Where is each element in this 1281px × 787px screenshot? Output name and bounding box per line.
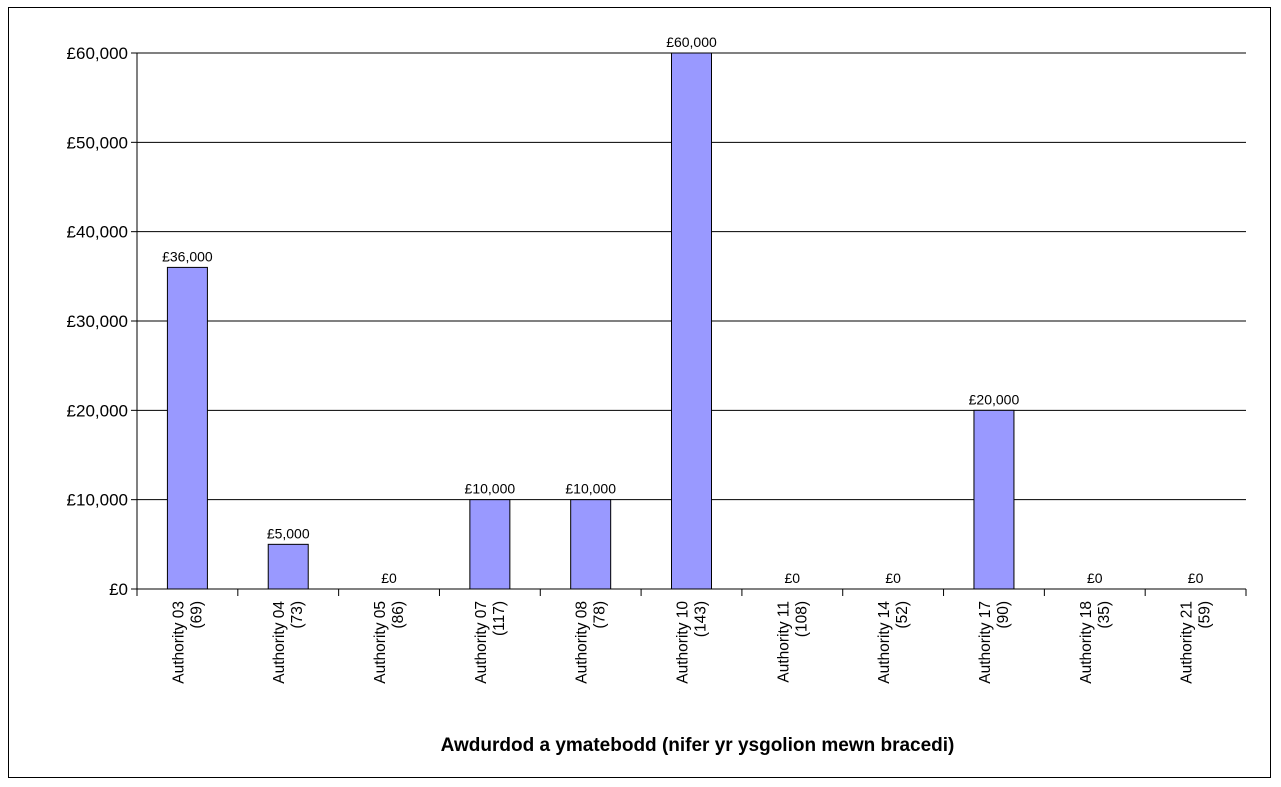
data-label: £36,000 bbox=[162, 248, 213, 264]
x-tick-label: Authority 10(143) bbox=[675, 601, 710, 684]
x-axis-title: Awdurdod a ymatebodd (nifer yr ysgolion … bbox=[441, 735, 955, 756]
y-tick-label: £30,000 bbox=[67, 312, 128, 331]
chart-frame: £0 £10,000 £20,000 £30,000 £40,000 £50,000 £60… bbox=[8, 7, 1271, 778]
x-tick-label-line: Authority 18 bbox=[1078, 601, 1095, 684]
data-label: £0 bbox=[1188, 570, 1204, 586]
x-tick-label-line: (78) bbox=[592, 601, 609, 629]
x-tick-label: Authority 04(73) bbox=[271, 601, 306, 684]
x-tick-label-line: Authority 17 bbox=[977, 601, 994, 684]
x-tick-label-line: Authority 14 bbox=[876, 601, 893, 684]
data-label: £10,000 bbox=[565, 481, 616, 497]
data-label: £20,000 bbox=[969, 391, 1020, 407]
bar bbox=[973, 409, 1015, 590]
data-labels: £36,000 £5,000 £0 £10,000 £10,000 £60,000 £0 £0… bbox=[162, 34, 1203, 586]
y-tick-labels: £0 £10,000 £20,000 £30,000 £40,000 £50,000 £60… bbox=[67, 44, 128, 599]
x-tick-label-line: (52) bbox=[894, 601, 911, 629]
x-tick-label: Authority 17(90) bbox=[977, 601, 1012, 684]
x-tick-labels: Authority 03(69) Authority 04(73) Authorit… bbox=[170, 601, 1213, 684]
x-tick-label: Authority 14(52) bbox=[876, 601, 911, 684]
x-tick-label-line: (117) bbox=[491, 601, 508, 636]
data-label: £5,000 bbox=[267, 525, 310, 541]
y-tick-label: £10,000 bbox=[67, 491, 128, 510]
y-tick-label: £20,000 bbox=[67, 401, 128, 420]
x-tick-label-line: (35) bbox=[1096, 601, 1113, 629]
bar bbox=[166, 266, 208, 590]
x-tick-label: Authority 21(59) bbox=[1179, 601, 1214, 684]
x-tick-label-line: (69) bbox=[188, 601, 205, 629]
data-label: £10,000 bbox=[465, 481, 516, 497]
bar bbox=[469, 499, 511, 590]
x-tick-label: Authority 18(35) bbox=[1078, 601, 1113, 684]
axes bbox=[131, 52, 1247, 596]
x-tick-label-line: (86) bbox=[390, 601, 407, 629]
data-label: £0 bbox=[381, 570, 397, 586]
bar bbox=[671, 52, 712, 590]
x-tick-label-line: Authority 08 bbox=[574, 601, 591, 684]
y-tick-label: £40,000 bbox=[67, 223, 128, 242]
x-tick-label-line: (59) bbox=[1197, 601, 1214, 629]
y-tick-label: £50,000 bbox=[67, 133, 128, 152]
x-tick-label: Authority 07(117) bbox=[473, 601, 508, 684]
bar-chart: £0 £10,000 £20,000 £30,000 £40,000 £50,000 £60… bbox=[67, 34, 1247, 756]
x-tick-label: Authority 11(108) bbox=[775, 601, 810, 683]
data-label: £0 bbox=[1087, 570, 1103, 586]
x-tick-label: Authority 05(86) bbox=[372, 601, 407, 684]
x-tick-label-line: Authority 04 bbox=[271, 601, 288, 684]
x-tick-label-line: Authority 05 bbox=[372, 601, 389, 684]
data-label: £0 bbox=[785, 570, 801, 586]
x-tick-label: Authority 08(78) bbox=[574, 601, 609, 684]
x-tick-label-line: (143) bbox=[693, 601, 710, 637]
bar bbox=[570, 499, 612, 590]
data-label: £60,000 bbox=[666, 34, 717, 50]
x-tick-label-line: Authority 11 bbox=[775, 601, 792, 683]
bar bbox=[267, 543, 309, 590]
bars bbox=[166, 52, 1015, 590]
x-tick-label-line: (108) bbox=[793, 601, 810, 637]
y-tick-label: £0 bbox=[109, 580, 128, 599]
x-tick-label-line: Authority 10 bbox=[675, 601, 692, 684]
x-tick-label-line: (90) bbox=[995, 601, 1012, 629]
data-label: £0 bbox=[885, 570, 901, 586]
x-tick-label-line: Authority 07 bbox=[473, 601, 490, 684]
x-tick-label-line: Authority 21 bbox=[1179, 601, 1196, 684]
x-tick-label-line: (73) bbox=[289, 601, 306, 629]
x-tick-label: Authority 03(69) bbox=[170, 601, 205, 684]
x-tick-label-line: Authority 03 bbox=[170, 601, 187, 684]
y-tick-label: £60,000 bbox=[67, 44, 128, 63]
